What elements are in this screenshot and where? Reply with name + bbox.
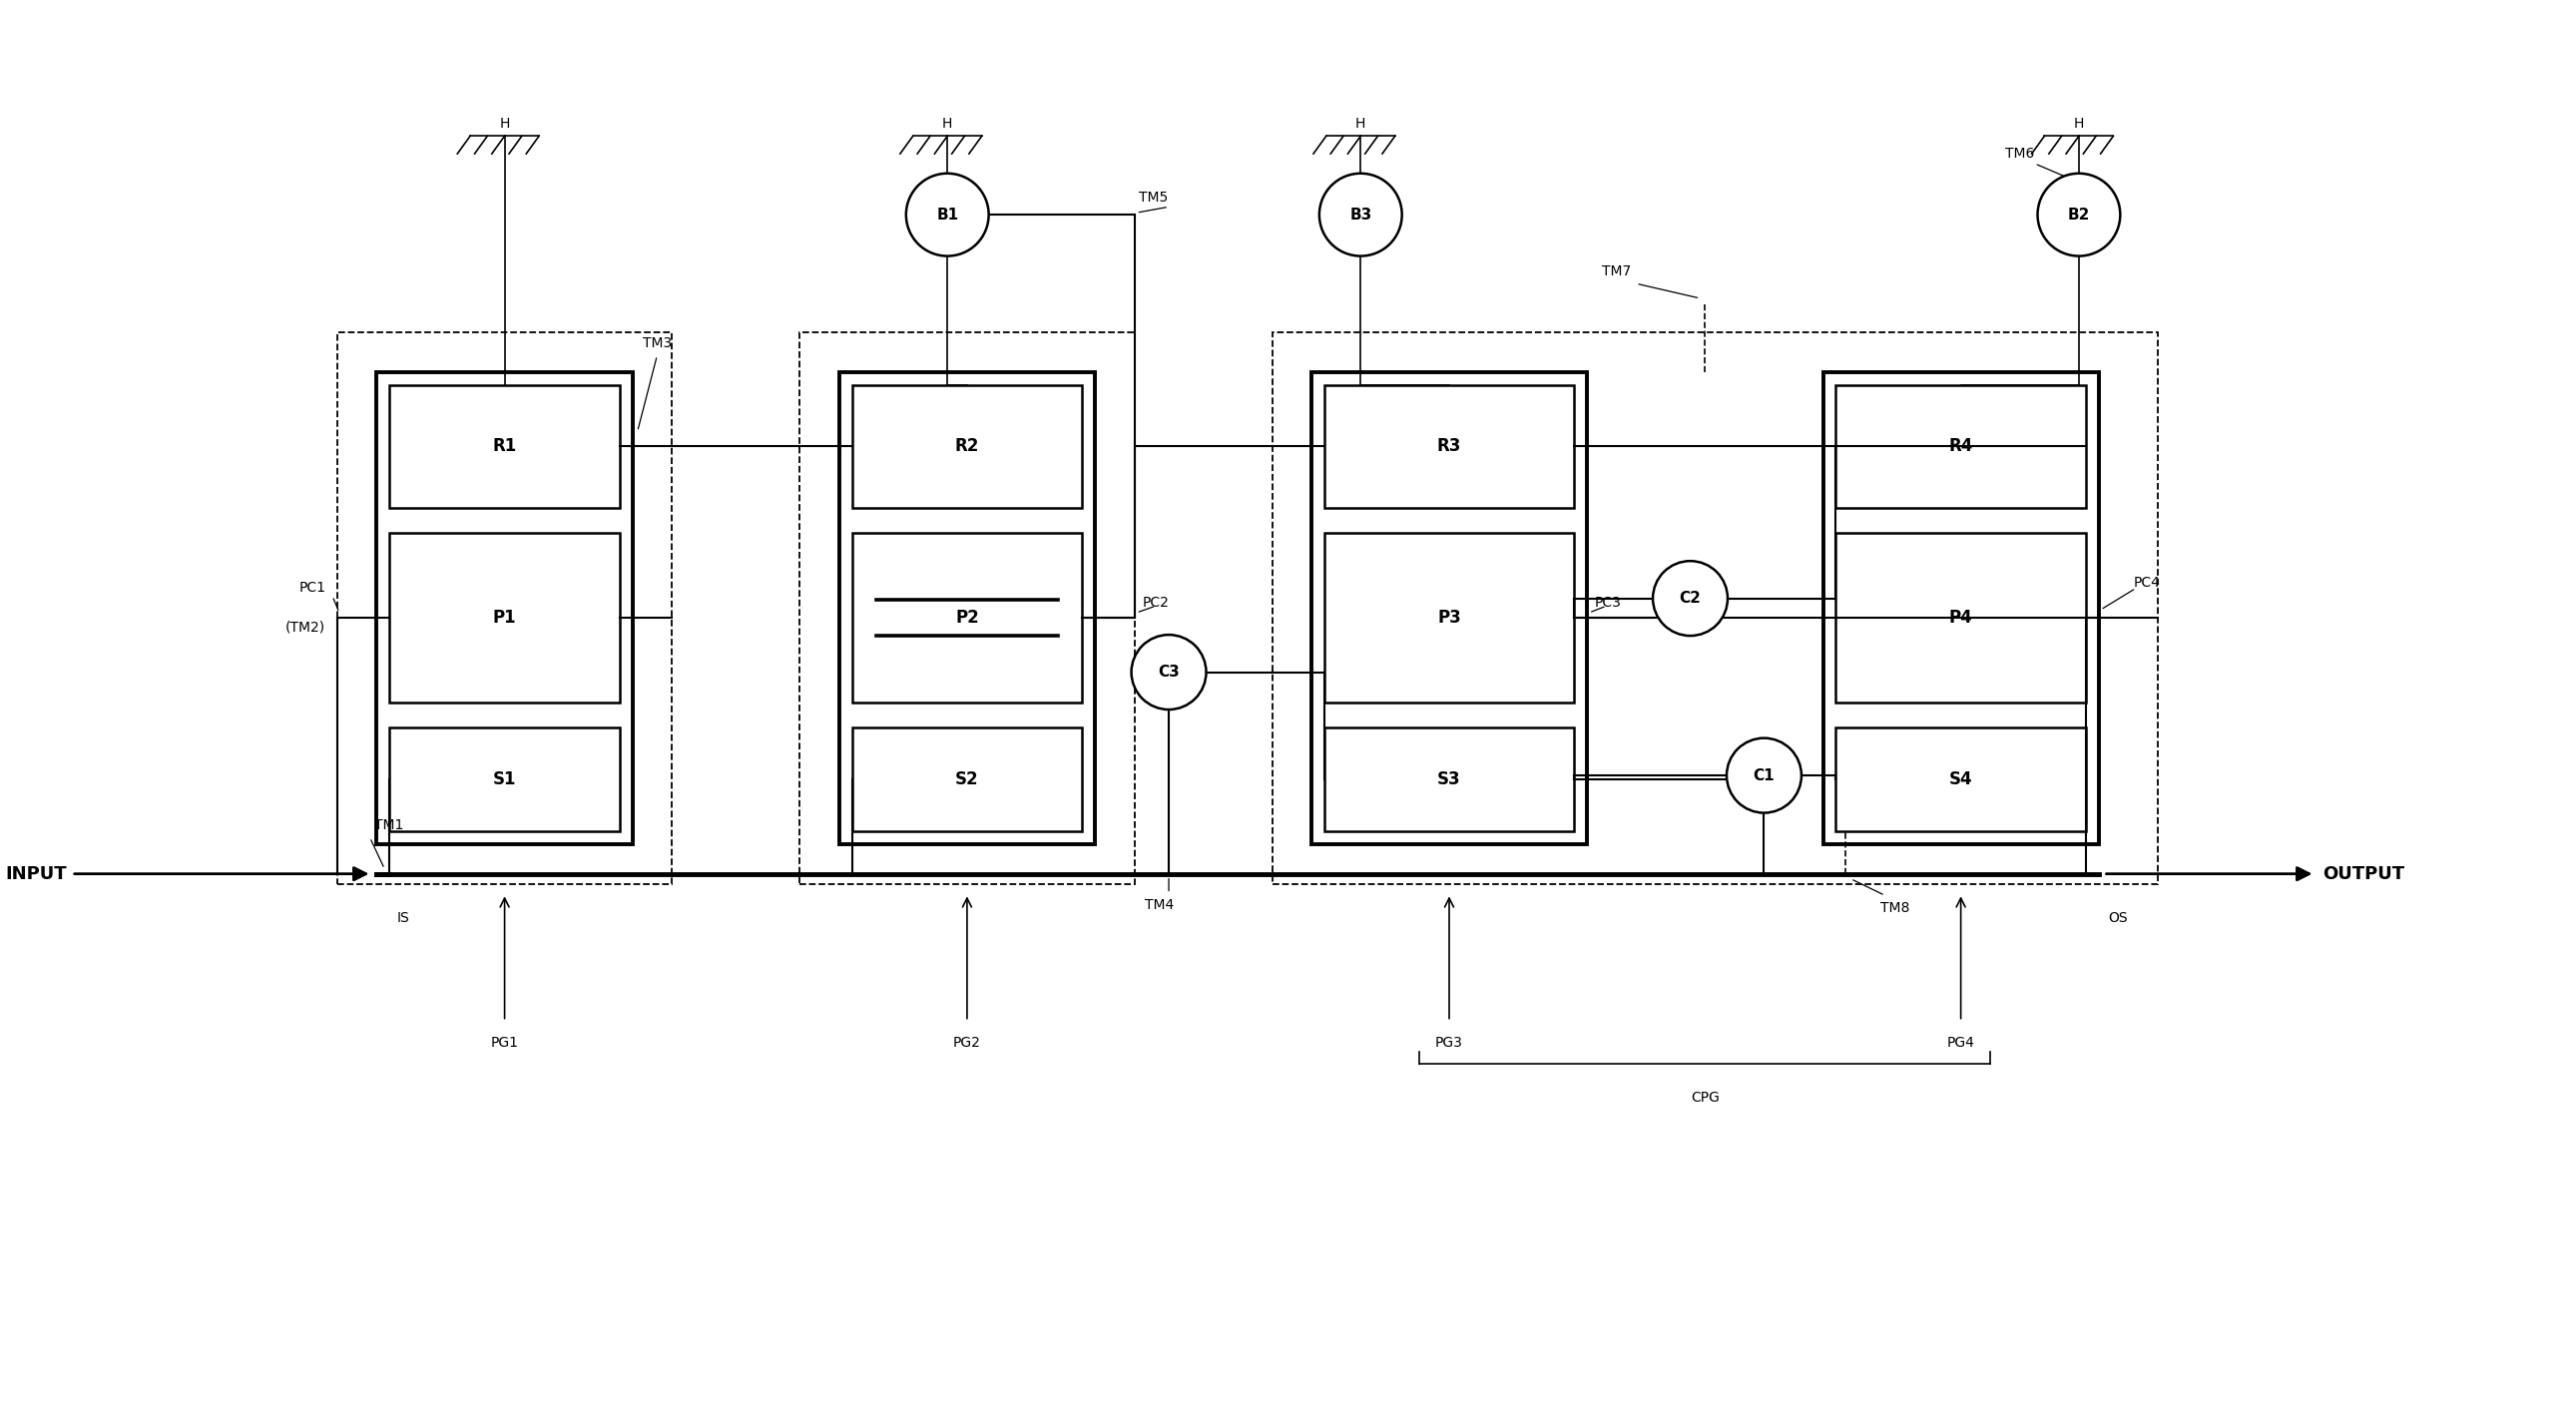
Bar <box>799 333 1133 884</box>
Text: C3: C3 <box>1157 664 1180 680</box>
Text: PG2: PG2 <box>953 1036 981 1050</box>
Text: B3: B3 <box>1350 207 1373 222</box>
Bar <box>1273 333 2159 884</box>
Bar <box>1324 728 1574 832</box>
Text: B2: B2 <box>2069 207 2089 222</box>
Text: P3: P3 <box>1437 608 1461 627</box>
Text: PG4: PG4 <box>1947 1036 1976 1050</box>
Text: R1: R1 <box>492 437 518 455</box>
Text: P1: P1 <box>492 608 515 627</box>
Text: C2: C2 <box>1680 591 1700 606</box>
Text: S2: S2 <box>956 771 979 788</box>
Bar <box>853 533 1082 703</box>
Bar <box>1324 533 1574 703</box>
Circle shape <box>1654 561 1728 636</box>
Text: CPG: CPG <box>1690 1090 1718 1104</box>
Text: S3: S3 <box>1437 771 1461 788</box>
Text: H: H <box>2074 117 2084 131</box>
Text: P2: P2 <box>956 608 979 627</box>
Bar <box>1311 372 1587 845</box>
Text: C1: C1 <box>1754 768 1775 782</box>
Text: TM5: TM5 <box>1139 191 1170 205</box>
Bar <box>389 728 621 832</box>
Bar <box>1824 372 2099 845</box>
Text: R3: R3 <box>1437 437 1461 455</box>
Text: (TM2): (TM2) <box>286 620 325 634</box>
Bar <box>389 385 621 507</box>
Text: TM6: TM6 <box>2004 147 2035 161</box>
Circle shape <box>1726 738 1801 812</box>
Bar <box>1324 385 1574 507</box>
Text: IS: IS <box>397 911 410 925</box>
Bar <box>853 385 1082 507</box>
Text: B1: B1 <box>935 207 958 222</box>
Text: TM8: TM8 <box>1880 902 1909 915</box>
Text: H: H <box>1355 117 1365 131</box>
Text: PC3: PC3 <box>1595 596 1623 610</box>
Text: TM7: TM7 <box>1602 265 1631 279</box>
Text: PC1: PC1 <box>299 581 325 596</box>
Bar <box>337 333 672 884</box>
Text: TM4: TM4 <box>1144 898 1175 912</box>
Text: R2: R2 <box>956 437 979 455</box>
Text: S4: S4 <box>1950 771 1973 788</box>
Text: PC2: PC2 <box>1141 596 1170 610</box>
Text: S1: S1 <box>492 771 515 788</box>
Bar <box>389 533 621 703</box>
Text: PG3: PG3 <box>1435 1036 1463 1050</box>
Text: INPUT: INPUT <box>5 865 67 883</box>
Bar <box>1837 728 2087 832</box>
Text: PG1: PG1 <box>489 1036 518 1050</box>
Text: P4: P4 <box>1950 608 1973 627</box>
Bar <box>1837 385 2087 507</box>
Text: H: H <box>500 117 510 131</box>
Bar <box>1837 533 2087 703</box>
Bar <box>840 372 1095 845</box>
Circle shape <box>1131 634 1206 710</box>
Circle shape <box>1319 174 1401 256</box>
Circle shape <box>907 174 989 256</box>
Text: H: H <box>943 117 953 131</box>
Bar <box>853 728 1082 832</box>
Text: TM3: TM3 <box>641 336 672 351</box>
Circle shape <box>2038 174 2120 256</box>
Text: OUTPUT: OUTPUT <box>2324 865 2406 883</box>
Text: OS: OS <box>2107 911 2128 925</box>
Text: PC4: PC4 <box>2133 576 2159 590</box>
Text: TM1: TM1 <box>374 818 404 832</box>
Text: R4: R4 <box>1947 437 1973 455</box>
Bar <box>376 372 634 845</box>
